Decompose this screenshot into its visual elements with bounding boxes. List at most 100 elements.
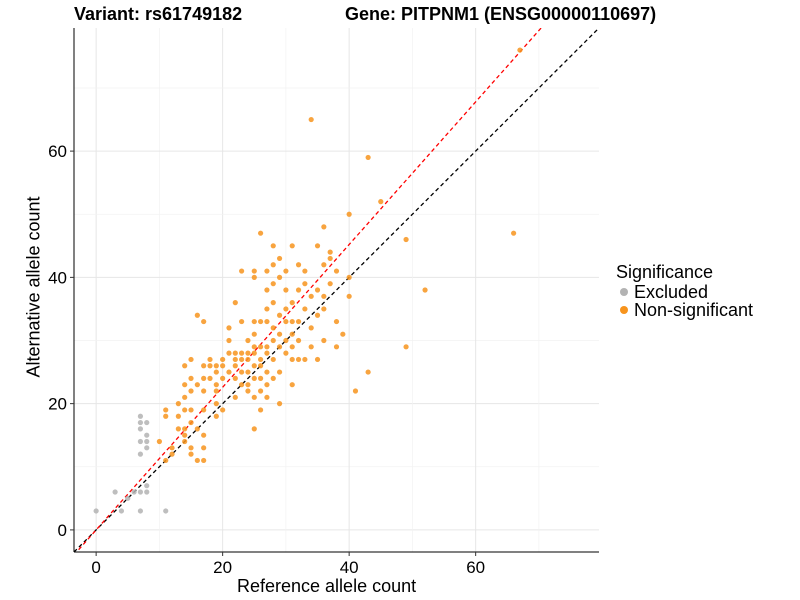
data-point-non-significant (226, 369, 232, 375)
data-point-non-significant (175, 413, 181, 419)
data-point-non-significant (257, 363, 264, 369)
data-point-excluded (137, 489, 144, 495)
data-point-non-significant (270, 325, 276, 331)
grid-layer (74, 28, 599, 552)
data-point-non-significant (245, 382, 251, 388)
data-point-excluded (163, 508, 169, 514)
data-point-non-significant (321, 337, 327, 344)
data-point-non-significant (346, 211, 352, 217)
reference-line-identity (74, 28, 599, 552)
data-point-non-significant (352, 388, 359, 394)
data-point-non-significant (289, 382, 295, 388)
data-point-non-significant (232, 300, 238, 306)
data-point-excluded (144, 438, 150, 445)
data-point-non-significant (321, 293, 327, 299)
legend-label-excluded: Excluded (634, 281, 709, 302)
data-point-non-significant (276, 369, 283, 375)
data-point-non-significant (226, 325, 232, 331)
data-point-non-significant (264, 382, 270, 388)
data-point-non-significant (264, 369, 270, 375)
data-point-non-significant (314, 287, 321, 293)
data-point-non-significant (270, 243, 276, 249)
data-point-non-significant (251, 426, 257, 432)
x-tick-label: 0 (91, 558, 100, 577)
data-point-excluded (137, 426, 144, 432)
data-point-non-significant (422, 287, 428, 293)
legend-marker-non-significant (620, 306, 628, 314)
data-point-non-significant (182, 394, 188, 400)
data-point-non-significant (213, 401, 219, 407)
x-tick-label: 40 (340, 558, 359, 577)
data-point-non-significant (289, 344, 295, 350)
data-point-non-significant (251, 344, 257, 350)
data-point-non-significant (245, 350, 251, 356)
x-tick-label: 20 (213, 558, 232, 577)
data-point-non-significant (295, 337, 302, 344)
data-point-non-significant (232, 375, 238, 381)
legend-marker-excluded (620, 288, 628, 296)
data-point-non-significant (251, 274, 257, 280)
data-point-non-significant (264, 268, 270, 274)
data-point-non-significant (182, 407, 188, 413)
data-point-excluded (125, 495, 131, 501)
data-point-non-significant (220, 363, 226, 369)
data-point-non-significant (251, 350, 257, 356)
axes: 0 20 40 60 0 20 40 60 (48, 28, 599, 577)
data-point-non-significant (239, 318, 245, 325)
data-point-non-significant (232, 350, 238, 356)
data-point-non-significant (239, 369, 245, 375)
data-point-non-significant (295, 262, 302, 268)
data-point-non-significant (283, 287, 289, 293)
data-point-non-significant (378, 199, 384, 205)
legend-title: Significance (616, 262, 714, 282)
data-point-non-significant (201, 407, 207, 413)
data-point-non-significant (264, 306, 270, 312)
data-point-non-significant (257, 356, 264, 363)
data-point-non-significant (175, 426, 181, 432)
data-point-non-significant (289, 243, 295, 249)
data-point-excluded (118, 508, 125, 514)
data-point-non-significant (194, 312, 200, 318)
data-points (93, 47, 523, 514)
data-point-non-significant (257, 375, 264, 381)
y-axis-label: Alternative allele count (23, 196, 44, 378)
data-point-non-significant (257, 344, 264, 350)
x-axis-label: Reference allele count (237, 576, 417, 596)
data-point-non-significant (201, 363, 207, 369)
reference-lines (74, 28, 599, 552)
data-point-non-significant (314, 356, 321, 363)
data-point-non-significant (226, 337, 232, 344)
data-point-non-significant (188, 445, 194, 451)
data-point-non-significant (314, 243, 321, 249)
legend-item-non-significant: Non-significant (620, 300, 753, 320)
data-point-non-significant (264, 344, 270, 350)
data-point-excluded (137, 438, 144, 445)
data-point-non-significant (270, 300, 276, 306)
data-point-non-significant (327, 249, 333, 255)
data-point-non-significant (182, 426, 188, 432)
data-point-non-significant (264, 287, 270, 293)
data-point-non-significant (257, 407, 264, 413)
data-point-non-significant (169, 445, 175, 451)
data-point-non-significant (188, 419, 194, 426)
data-point-non-significant (182, 382, 188, 388)
data-point-non-significant (175, 401, 181, 407)
data-point-non-significant (270, 375, 276, 381)
data-point-non-significant (188, 388, 194, 394)
data-point-excluded (112, 489, 118, 495)
data-point-non-significant (295, 318, 302, 325)
data-point-non-significant (333, 268, 340, 274)
data-point-non-significant (276, 274, 283, 280)
data-point-non-significant (308, 293, 314, 299)
data-point-non-significant (327, 281, 333, 287)
data-point-non-significant (245, 388, 251, 394)
data-point-non-significant (302, 268, 308, 274)
data-point-non-significant (276, 331, 283, 337)
data-point-non-significant (188, 407, 194, 413)
data-point-non-significant (257, 388, 264, 394)
data-point-non-significant (321, 306, 327, 312)
data-point-non-significant (239, 350, 245, 356)
data-point-non-significant (207, 356, 213, 363)
data-point-excluded (137, 508, 144, 514)
